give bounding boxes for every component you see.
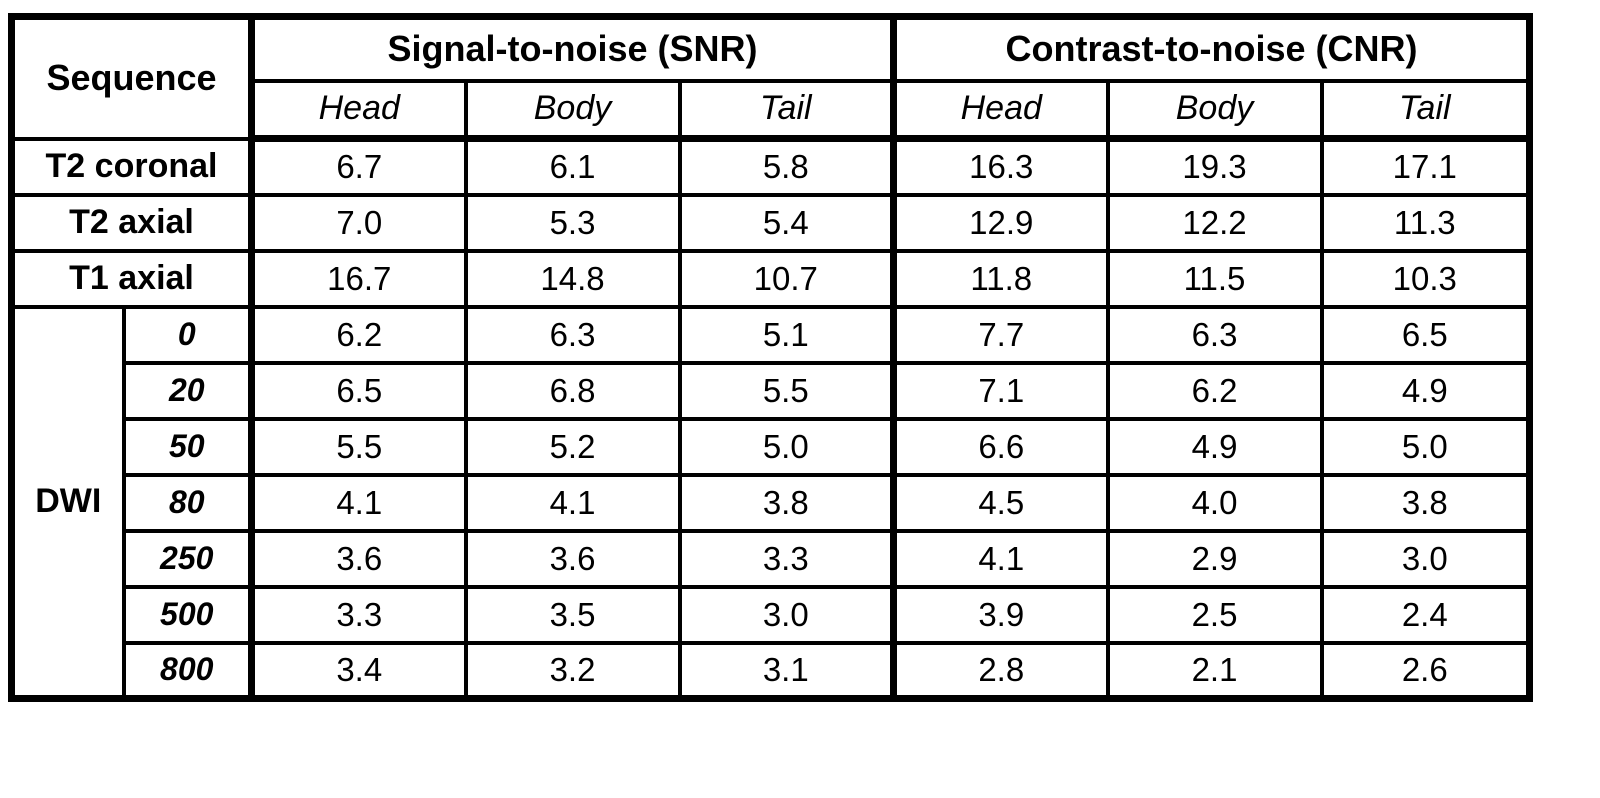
cnr-head-value-cell: 4.5 — [890, 472, 1110, 533]
b-value-cell: 250 — [121, 528, 254, 589]
cnr-head-value-cell: 3.9 — [890, 584, 1110, 645]
snr-body-value-cell: 6.8 — [463, 360, 682, 421]
dwi-table-row: 500 3.3 3.5 3.0 3.9 2.5 2.4 — [12, 584, 1532, 645]
cnr-body-value-cell: 4.0 — [1105, 472, 1324, 533]
snr-body-value-cell: 3.6 — [463, 528, 682, 589]
snr-tail-value-cell: 5.8 — [677, 136, 896, 197]
dwi-table-row: 20 6.5 6.8 5.5 7.1 6.2 4.9 — [12, 360, 1532, 421]
b-value-cell: 20 — [121, 360, 254, 421]
cnr-body-value-cell: 19.3 — [1105, 136, 1324, 197]
cnr-head-value-cell: 11.8 — [890, 248, 1110, 309]
cnr-head-value-cell: 12.9 — [890, 192, 1110, 253]
cnr-head-header: Head — [890, 78, 1110, 142]
snr-body-value-cell: 6.3 — [463, 304, 682, 365]
cnr-body-value-cell: 12.2 — [1105, 192, 1324, 253]
table-row: T1 axial 16.7 14.8 10.7 11.8 11.5 10.3 — [9, 248, 1532, 309]
b-value-cell: 80 — [121, 472, 254, 533]
cnr-body-value-cell: 6.3 — [1105, 304, 1324, 365]
cnr-body-value-cell: 4.9 — [1105, 416, 1324, 477]
snr-head-value-cell: 6.7 — [248, 136, 468, 197]
snr-body-value-cell: 3.5 — [463, 584, 682, 645]
cnr-body-value-cell: 6.2 — [1105, 360, 1324, 421]
cnr-tail-value-cell: 17.1 — [1319, 136, 1532, 197]
snr-tail-header: Tail — [677, 78, 896, 142]
b-value-cell: 500 — [121, 584, 254, 645]
table-body: T2 coronal 6.7 6.1 5.8 16.3 19.3 17.1 T2 axial 7… — [9, 136, 1532, 701]
snr-head-value-cell: 3.3 — [248, 584, 468, 645]
snr-tail-value-cell: 5.1 — [677, 304, 896, 365]
cnr-tail-value-cell: 3.8 — [1319, 472, 1532, 533]
snr-body-value-cell: 3.2 — [463, 640, 682, 701]
cnr-head-value-cell: 16.3 — [890, 136, 1110, 197]
cnr-tail-value-cell: 6.5 — [1319, 304, 1532, 365]
snr-tail-value-cell: 3.8 — [677, 472, 896, 533]
b-value-cell: 800 — [121, 640, 254, 701]
b-value-cell: 50 — [121, 416, 254, 477]
header-row-groups: Sequence Signal-to-noise (SNR) Contrast-… — [9, 14, 1532, 141]
dwi-table-row: 250 3.6 3.6 3.3 4.1 2.9 3.0 — [12, 528, 1532, 589]
cnr-head-value-cell: 7.1 — [890, 360, 1110, 421]
dwi-group-label: DWI — [9, 304, 126, 701]
table-row: T2 coronal 6.7 6.1 5.8 16.3 19.3 17.1 — [9, 136, 1532, 197]
snr-head-value-cell: 6.2 — [248, 304, 468, 365]
snr-tail-value-cell: 3.1 — [677, 640, 896, 701]
header-row-subcols: Head Body Tail Head Body Tail — [12, 78, 1532, 142]
dwi-table-row: 800 3.4 3.2 3.1 2.8 2.1 2.6 — [12, 640, 1532, 701]
snr-head-value-cell: 7.0 — [248, 192, 468, 253]
cnr-tail-value-cell: 3.0 — [1319, 528, 1532, 589]
dwi-table-row: 50 5.5 5.2 5.0 6.6 4.9 5.0 — [12, 416, 1532, 477]
snr-body-header: Body — [463, 78, 682, 142]
snr-tail-value-cell: 3.3 — [677, 528, 896, 589]
cnr-head-value-cell: 7.7 — [890, 304, 1110, 365]
cnr-tail-value-cell: 10.3 — [1319, 248, 1532, 309]
cnr-head-value-cell: 6.6 — [890, 416, 1110, 477]
snr-tail-value-cell: 5.0 — [677, 416, 896, 477]
snr-body-value-cell: 5.2 — [463, 416, 682, 477]
cnr-head-value-cell: 4.1 — [890, 528, 1110, 589]
snr-group-header: Signal-to-noise (SNR) — [248, 14, 896, 83]
snr-body-value-cell: 4.1 — [463, 472, 682, 533]
snr-head-value-cell: 3.4 — [248, 640, 468, 701]
snr-cnr-table: Sequence Signal-to-noise (SNR) Contrast-… — [8, 13, 1533, 702]
snr-tail-value-cell: 3.0 — [677, 584, 896, 645]
snr-tail-value-cell: 5.4 — [677, 192, 896, 253]
snr-body-value-cell: 14.8 — [463, 248, 682, 309]
cnr-body-value-cell: 11.5 — [1105, 248, 1324, 309]
cnr-head-value-cell: 2.8 — [890, 640, 1110, 701]
cnr-tail-value-cell: 2.6 — [1319, 640, 1532, 701]
snr-body-value-cell: 5.3 — [463, 192, 682, 253]
dwi-table-row: 80 4.1 4.1 3.8 4.5 4.0 3.8 — [12, 472, 1532, 533]
snr-head-value-cell: 3.6 — [248, 528, 468, 589]
cnr-body-value-cell: 2.1 — [1105, 640, 1324, 701]
table-row: T2 axial 7.0 5.3 5.4 12.9 12.2 11.3 — [9, 192, 1532, 253]
row-label: T2 coronal — [9, 136, 254, 197]
cnr-body-header: Body — [1105, 78, 1324, 142]
dwi-table-row: DWI 0 6.2 6.3 5.1 7.7 6.3 6.5 — [9, 304, 1532, 701]
cnr-group-header: Contrast-to-noise (CNR) — [890, 14, 1532, 83]
cnr-tail-value-cell: 2.4 — [1319, 584, 1532, 645]
snr-tail-value-cell: 5.5 — [677, 360, 896, 421]
cnr-body-value-cell: 2.9 — [1105, 528, 1324, 589]
cnr-tail-value-cell: 4.9 — [1319, 360, 1532, 421]
snr-head-value-cell: 6.5 — [248, 360, 468, 421]
b-value-cell: 0 — [121, 304, 254, 365]
cnr-tail-value-cell: 11.3 — [1319, 192, 1532, 253]
sequence-column-header: Sequence — [9, 14, 254, 141]
snr-head-value-cell: 5.5 — [248, 416, 468, 477]
snr-head-value-cell: 4.1 — [248, 472, 468, 533]
snr-tail-value-cell: 10.7 — [677, 248, 896, 309]
table-container: Sequence Signal-to-noise (SNR) Contrast-… — [8, 13, 1533, 702]
cnr-body-value-cell: 2.5 — [1105, 584, 1324, 645]
row-label: T1 axial — [9, 248, 254, 309]
snr-body-value-cell: 6.1 — [463, 136, 682, 197]
cnr-tail-header: Tail — [1319, 78, 1532, 142]
snr-head-header: Head — [248, 78, 468, 142]
cnr-tail-value-cell: 5.0 — [1319, 416, 1532, 477]
snr-head-value-cell: 16.7 — [248, 248, 468, 309]
row-label: T2 axial — [9, 192, 254, 253]
